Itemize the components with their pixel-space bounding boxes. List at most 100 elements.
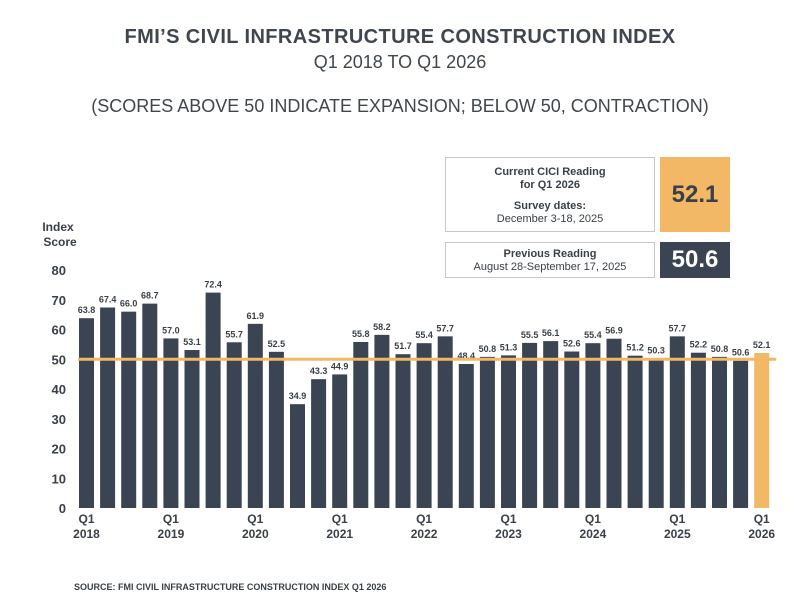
- bar: [648, 358, 664, 508]
- bar: [100, 307, 116, 508]
- bar-value-label: 53.1: [183, 337, 201, 347]
- bar: [332, 374, 348, 508]
- x-tick-quarter: Q1: [585, 512, 601, 526]
- bar-value-label: 55.4: [584, 330, 602, 340]
- bar: [733, 360, 749, 508]
- y-tick-label: 20: [52, 442, 66, 457]
- bar-value-label: 51.7: [394, 341, 412, 351]
- bar-value-label: 50.3: [647, 345, 665, 355]
- previous-reading-value: 50.6: [660, 242, 730, 278]
- y-tick-label: 40: [52, 382, 66, 397]
- x-tick-year: 2024: [580, 527, 607, 541]
- bar: [79, 318, 94, 508]
- bar-value-label: 51.2: [626, 343, 644, 353]
- x-tick-year: 2023: [495, 527, 522, 541]
- bar-value-label: 57.7: [436, 323, 454, 333]
- x-tick-quarter: Q1: [669, 512, 685, 526]
- x-tick-quarter: Q1: [163, 512, 179, 526]
- bar: [606, 338, 622, 508]
- bar-value-label: 67.4: [99, 294, 117, 304]
- bar-value-label: 66.0: [120, 299, 138, 309]
- bar: [627, 355, 643, 508]
- bar-value-label: 52.5: [268, 339, 286, 349]
- bar-value-label: 52.2: [690, 340, 708, 350]
- bar-value-label: 56.9: [605, 326, 623, 336]
- x-tick-quarter: Q1: [754, 512, 770, 526]
- bar: [669, 336, 685, 508]
- bar: [754, 353, 770, 508]
- current-reading-value: 52.1: [660, 157, 730, 232]
- bar: [564, 351, 580, 508]
- bar-value-label: 61.9: [247, 311, 265, 321]
- bar: [184, 350, 200, 508]
- bar-value-label: 57.7: [669, 323, 687, 333]
- bar: [247, 323, 263, 508]
- bar-value-label: 68.7: [141, 291, 159, 301]
- bar-value-label: 52.6: [563, 339, 581, 349]
- current-reading-box: Current CICI Reading for Q1 2026 Survey …: [445, 157, 655, 232]
- bar-value-label: 51.3: [500, 342, 518, 352]
- bar-value-label: 55.7: [225, 329, 243, 339]
- x-tick-year: 2022: [411, 527, 438, 541]
- bar: [226, 342, 242, 508]
- bar: [163, 338, 179, 508]
- bar: [311, 379, 327, 508]
- bar-value-label: 43.3: [310, 366, 328, 376]
- survey-dates-label: Survey dates:: [513, 200, 587, 212]
- bar: [712, 356, 727, 508]
- bar: [290, 404, 305, 508]
- y-tick-label: 70: [52, 293, 66, 308]
- chart-note: (SCORES ABOVE 50 INDICATE EXPANSION; BEL…: [91, 96, 709, 116]
- bar: [205, 292, 221, 508]
- bar: [479, 356, 495, 508]
- current-reading-label: Current CICI Reading: [494, 166, 606, 178]
- x-tick-year: 2025: [664, 527, 691, 541]
- x-tick-year: 2021: [326, 527, 353, 541]
- bar: [395, 354, 411, 508]
- bar-value-label: 56.1: [542, 328, 560, 338]
- chart-title: FMI’S CIVIL INFRASTRUCTURE CONSTRUCTION …: [124, 26, 676, 48]
- y-axis-label-line1: Index: [42, 220, 74, 234]
- chart-subtitle: Q1 2018 TO Q1 2026: [313, 52, 487, 72]
- bar-value-label: 58.2: [373, 322, 391, 332]
- bar: [121, 311, 137, 508]
- bar-value-label: 52.1: [753, 340, 771, 350]
- bar: [690, 352, 706, 508]
- y-tick-label: 50: [52, 352, 66, 367]
- bar: [543, 341, 559, 508]
- bar: [416, 343, 432, 508]
- y-tick-label: 60: [52, 323, 66, 338]
- x-tick-quarter: Q1: [78, 512, 94, 526]
- bar-value-label: 63.8: [78, 305, 96, 315]
- y-tick-label: 80: [52, 263, 66, 278]
- y-tick-label: 10: [52, 471, 66, 486]
- previous-reading-label: Previous Reading: [503, 248, 597, 260]
- bar: [374, 334, 390, 508]
- bar-value-label: 55.8: [352, 329, 370, 339]
- bar-value-label: 50.8: [479, 344, 497, 354]
- bar: [268, 351, 284, 508]
- current-reading-period: for Q1 2026: [520, 179, 580, 191]
- previous-reading-box: Previous Reading August 28-September 17,…: [445, 242, 655, 278]
- x-tick-quarter: Q1: [500, 512, 516, 526]
- survey-dates: December 3-18, 2025: [496, 213, 604, 225]
- x-tick-quarter: Q1: [332, 512, 348, 526]
- bar: [437, 336, 453, 508]
- bar: [142, 303, 158, 508]
- x-tick-year: 2019: [158, 527, 185, 541]
- bar: [353, 341, 369, 508]
- bar: [501, 355, 516, 508]
- bar-value-label: 55.5: [521, 330, 539, 340]
- bar: [458, 364, 474, 508]
- x-tick-year: 2020: [242, 527, 269, 541]
- bar-value-label: 50.6: [732, 348, 750, 358]
- bar-value-label: 55.4: [415, 330, 433, 340]
- bar-value-label: 44.9: [331, 361, 349, 371]
- bar-value-label: 34.9: [289, 391, 307, 401]
- bar-value-label: 72.4: [204, 280, 222, 290]
- bar-value-label: 57.0: [162, 325, 180, 335]
- source-note: SOURCE: FMI CIVIL INFRASTRUCTURE CONSTRU…: [74, 582, 387, 592]
- bar: [522, 342, 538, 508]
- x-tick-year: 2018: [73, 527, 100, 541]
